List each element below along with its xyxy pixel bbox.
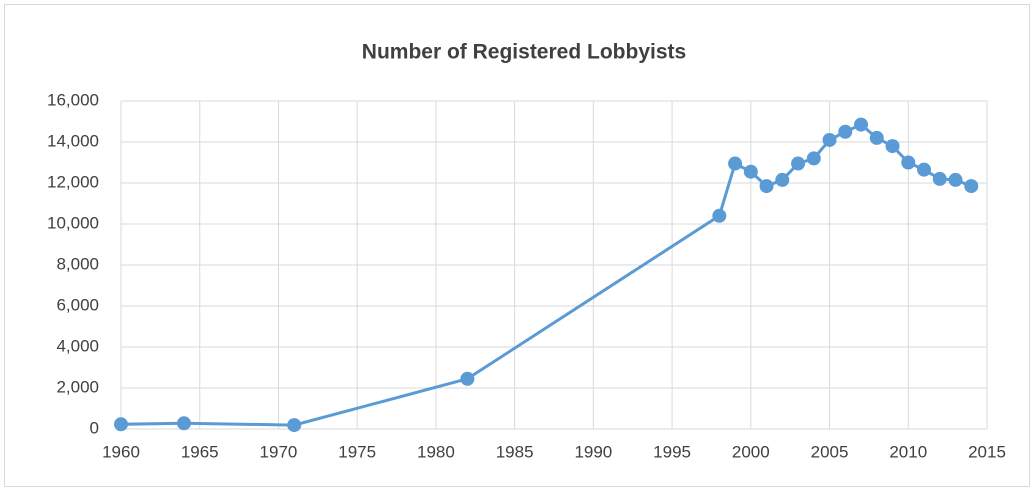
x-tick-label: 1975 — [338, 442, 376, 461]
data-point — [964, 179, 979, 194]
y-tick-label: 0 — [90, 418, 99, 437]
data-point — [806, 151, 821, 166]
x-tick-label: 1980 — [417, 442, 455, 461]
data-point — [791, 156, 806, 171]
data-point — [114, 417, 128, 432]
x-tick-label: 2000 — [732, 442, 770, 461]
x-tick-label: 1995 — [653, 442, 691, 461]
x-tick-label: 1960 — [102, 442, 140, 461]
data-point — [759, 179, 774, 194]
y-tick-label: 6,000 — [56, 295, 99, 314]
data-point — [854, 117, 869, 132]
data-point — [822, 132, 837, 147]
data-point — [460, 371, 475, 386]
data-point — [948, 172, 963, 187]
data-point — [176, 416, 191, 431]
y-tick-label: 12,000 — [47, 172, 99, 191]
y-tick-label: 16,000 — [47, 90, 99, 109]
data-point — [885, 139, 900, 154]
chart-title: Number of Registered Lobbyists — [362, 41, 686, 64]
x-tick-label: 1970 — [260, 442, 298, 461]
chart-border — [4, 4, 1030, 487]
x-tick-label: 1985 — [496, 442, 534, 461]
data-point — [932, 171, 947, 186]
data-point — [917, 162, 932, 177]
data-point — [728, 156, 743, 171]
y-tick-label: 10,000 — [47, 213, 99, 232]
y-tick-label: 4,000 — [56, 336, 99, 355]
x-tick-label: 2010 — [889, 442, 927, 461]
y-tick-label: 14,000 — [47, 131, 99, 150]
data-point — [743, 164, 758, 179]
data-point — [901, 155, 916, 170]
y-tick-label: 2,000 — [56, 377, 99, 396]
x-tick-label: 2005 — [811, 442, 849, 461]
data-point — [712, 208, 727, 223]
data-point — [775, 172, 790, 187]
data-point — [287, 418, 302, 433]
y-tick-label: 8,000 — [56, 254, 99, 273]
data-point — [869, 130, 884, 145]
x-tick-label: 1965 — [181, 442, 219, 461]
x-tick-label: 2015 — [968, 442, 1006, 461]
data-point — [838, 124, 853, 139]
x-tick-label: 1990 — [574, 442, 612, 461]
